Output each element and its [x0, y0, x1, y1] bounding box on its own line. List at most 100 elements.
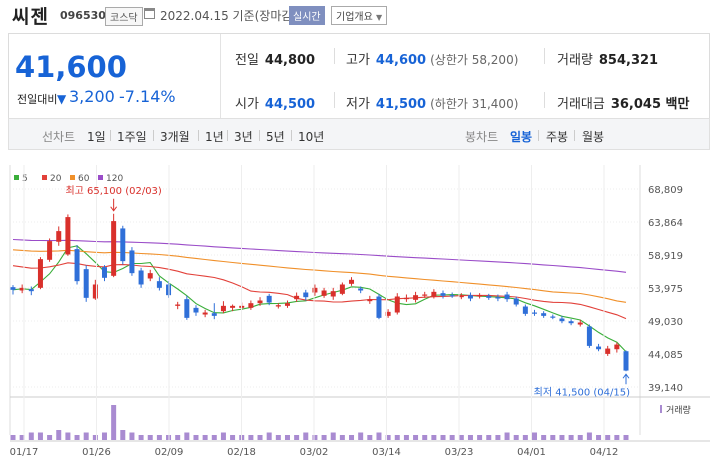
volume-bar — [358, 432, 364, 440]
stat-high: 고가 44,600 (상한가 58,200) — [346, 49, 518, 68]
y-tick-label: 58,919 — [648, 251, 683, 262]
volume-bar — [202, 435, 208, 440]
candle-body — [138, 270, 144, 285]
period-3m[interactable]: 3개월 — [160, 130, 190, 144]
period-5y[interactable]: 5년 — [266, 130, 285, 144]
volume-bar — [312, 435, 318, 440]
realtime-button[interactable]: 실시간 — [289, 6, 325, 25]
high-annotation: 최고 65,100 (02/03) — [65, 185, 161, 197]
x-tick-label: 03/14 — [372, 447, 401, 458]
period-10y[interactable]: 10년 — [298, 130, 325, 144]
candle-body — [28, 289, 34, 292]
y-tick-label: 68,809 — [648, 185, 683, 196]
candle-body — [74, 249, 80, 282]
candle-body — [467, 295, 473, 299]
line-chart-label: 선차트 — [42, 130, 76, 144]
x-tick-label: 02/18 — [227, 447, 256, 458]
candle-body — [559, 318, 565, 322]
candle-body — [422, 294, 428, 296]
candle-body — [147, 273, 153, 279]
candle-body — [623, 351, 629, 371]
stat-sub: (하한가 31,400) — [430, 97, 519, 111]
period-1d[interactable]: 1일 — [87, 130, 106, 144]
candle-body — [220, 305, 226, 312]
candle-body — [101, 267, 107, 278]
stat-label: 시가 — [235, 97, 259, 112]
stat-divider — [544, 48, 545, 64]
period-1y[interactable]: 1년 — [205, 130, 224, 144]
candle-body — [230, 305, 236, 308]
volume-bar — [449, 435, 455, 440]
candle-body — [577, 322, 583, 325]
candle-body — [605, 348, 611, 354]
legend-label: 20 — [50, 174, 62, 184]
candle-body — [83, 269, 89, 298]
candle-body — [284, 303, 290, 306]
candle-body — [367, 299, 373, 302]
price-divider — [220, 34, 221, 119]
volume-bar — [577, 435, 583, 440]
volume-bar — [339, 435, 345, 440]
candle-body — [596, 346, 602, 350]
period-1w[interactable]: 1주일 — [117, 130, 147, 144]
volume-bar — [156, 435, 162, 440]
volume-bar — [120, 430, 126, 440]
x-tick-label: 03/02 — [300, 447, 329, 458]
candle-body — [321, 290, 327, 296]
stat-divider — [544, 92, 545, 108]
candle-monthly[interactable]: 월봉 — [582, 130, 605, 144]
legend-swatch — [70, 175, 75, 180]
period-3y[interactable]: 3년 — [234, 130, 253, 144]
candle-body — [266, 295, 272, 303]
quote-date: 2022.04.15 기준(장마감) — [160, 9, 298, 23]
change-amount: 3,200 — [69, 87, 115, 106]
volume-bar — [376, 432, 382, 440]
volume-bar — [184, 432, 190, 440]
calendar-icon — [144, 8, 155, 19]
stock-header: 씨젠 096530 코스닥 2022.04.15 기준(장마감) 실시간 기업개… — [0, 0, 710, 30]
x-tick-label: 01/26 — [82, 447, 111, 458]
candle-body — [248, 303, 254, 308]
change-percent: -7.14% — [119, 87, 176, 106]
volume-bar — [275, 435, 281, 440]
volume-bar — [330, 432, 336, 440]
volume-bar — [10, 435, 16, 440]
volume-legend-label: 거래량 — [666, 404, 691, 416]
divider — [259, 130, 260, 141]
volume-bar — [19, 435, 25, 440]
legend-swatch — [42, 175, 47, 180]
volume-bar — [431, 435, 437, 440]
candle-body — [532, 312, 538, 314]
legend-label: 5 — [22, 174, 28, 184]
volume-bar — [440, 435, 446, 440]
stat-sub: (상한가 58,200) — [430, 53, 519, 67]
company-overview-label: 기업개요 — [336, 12, 373, 23]
stat-label: 전일 — [235, 53, 259, 68]
volume-bar — [284, 435, 290, 440]
volume-bar — [138, 435, 144, 440]
volume-bar — [211, 435, 217, 440]
legend-label: 60 — [78, 174, 90, 184]
volume-bar — [495, 435, 501, 440]
volume-bar — [65, 432, 71, 440]
high-arrow-head — [110, 206, 118, 212]
y-tick-label: 53,975 — [648, 284, 683, 295]
candle-body — [486, 295, 492, 298]
candle-body — [413, 295, 419, 300]
down-arrow-icon: ▼ — [57, 92, 67, 106]
divider — [538, 130, 539, 141]
volume-bar — [467, 435, 473, 440]
market-badge: 코스닥 — [105, 7, 143, 26]
candle-weekly[interactable]: 주봉 — [546, 130, 569, 144]
candle-body — [111, 221, 117, 276]
volume-bar — [522, 435, 528, 440]
legend-swatch — [14, 175, 19, 180]
candle-daily[interactable]: 일봉 — [510, 130, 533, 144]
volume-bar — [248, 435, 254, 440]
stat-label: 고가 — [346, 53, 370, 68]
candle-body — [349, 279, 355, 284]
volume-bar — [513, 435, 519, 440]
y-tick-label: 63,864 — [648, 218, 683, 229]
volume-bar — [458, 435, 464, 440]
company-overview-dropdown[interactable]: 기업개요 ▼ — [331, 6, 388, 25]
